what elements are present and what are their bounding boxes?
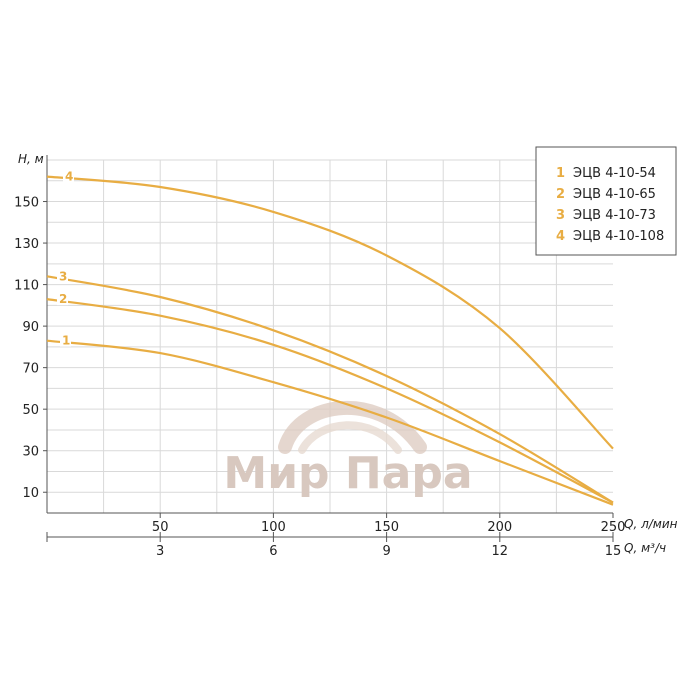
curves: 1 2 3 4 — [46, 169, 614, 506]
y-tick-label: 110 — [14, 279, 39, 294]
x2-axis-label: Q, м³/ч — [624, 541, 666, 555]
legend-entry-4: ЭЦВ 4-10-108 — [573, 229, 664, 244]
legend-number-2: 2 — [556, 187, 565, 202]
watermark-arc-outer — [278, 400, 427, 454]
y-tick-label: 150 — [14, 196, 39, 211]
x2-tick-label: 9 — [382, 544, 390, 559]
x-tick-label: 50 — [152, 520, 169, 535]
series-line-3 — [46, 275, 614, 504]
x2-tick-label: 6 — [269, 544, 277, 559]
legend-number-4: 4 — [556, 229, 565, 244]
y-axis-label: H, м — [18, 152, 44, 166]
series-line-2 — [46, 298, 614, 504]
watermark-arc-inner — [298, 421, 402, 454]
x-tick-label: 150 — [374, 520, 399, 535]
legend-entry-3: ЭЦВ 4-10-73 — [573, 208, 656, 223]
y-tick-label: 130 — [14, 237, 39, 252]
legend-entry-2: ЭЦВ 4-10-65 — [573, 187, 656, 202]
series-line-1 — [46, 339, 614, 506]
series-label-2: 2 — [59, 292, 67, 306]
x2-tick-label: 12 — [492, 544, 509, 559]
x2-tick-label: 3 — [156, 544, 164, 559]
series-label-bg — [57, 292, 68, 306]
legend: 1 ЭЦВ 4-10-54 2 ЭЦВ 4-10-65 3 ЭЦВ 4-10-73 4 ЭЦВ… — [535, 146, 677, 256]
legend-entry-1: ЭЦВ 4-10-54 — [573, 166, 656, 181]
legend-number-1: 1 — [556, 166, 565, 181]
legend-number-3: 3 — [556, 208, 565, 223]
y-tick-label: 50 — [22, 403, 39, 418]
y-tick-label: 70 — [22, 362, 39, 377]
series-label-bg — [57, 269, 68, 283]
series-label-3: 3 — [59, 269, 67, 283]
series-label-bg — [63, 169, 74, 183]
x-axis-label: Q, л/мин — [624, 517, 678, 531]
y-tick-label: 90 — [22, 320, 39, 335]
x-tick-label: 200 — [487, 520, 512, 535]
series-label-4: 4 — [65, 170, 73, 184]
y-tick-label: 10 — [22, 486, 39, 501]
x-tick-label: 100 — [261, 520, 286, 535]
x-tick-label: 250 — [601, 520, 626, 535]
series-line-4 — [46, 175, 614, 450]
series-label-1: 1 — [62, 334, 70, 348]
y-tick-label: 30 — [22, 445, 39, 460]
series-label-bg — [60, 333, 71, 347]
x2-tick-label: 15 — [605, 544, 622, 559]
watermark: Мир Пара — [223, 400, 473, 499]
legend-box — [535, 146, 677, 256]
watermark-text: Мир Пара — [223, 448, 472, 499]
